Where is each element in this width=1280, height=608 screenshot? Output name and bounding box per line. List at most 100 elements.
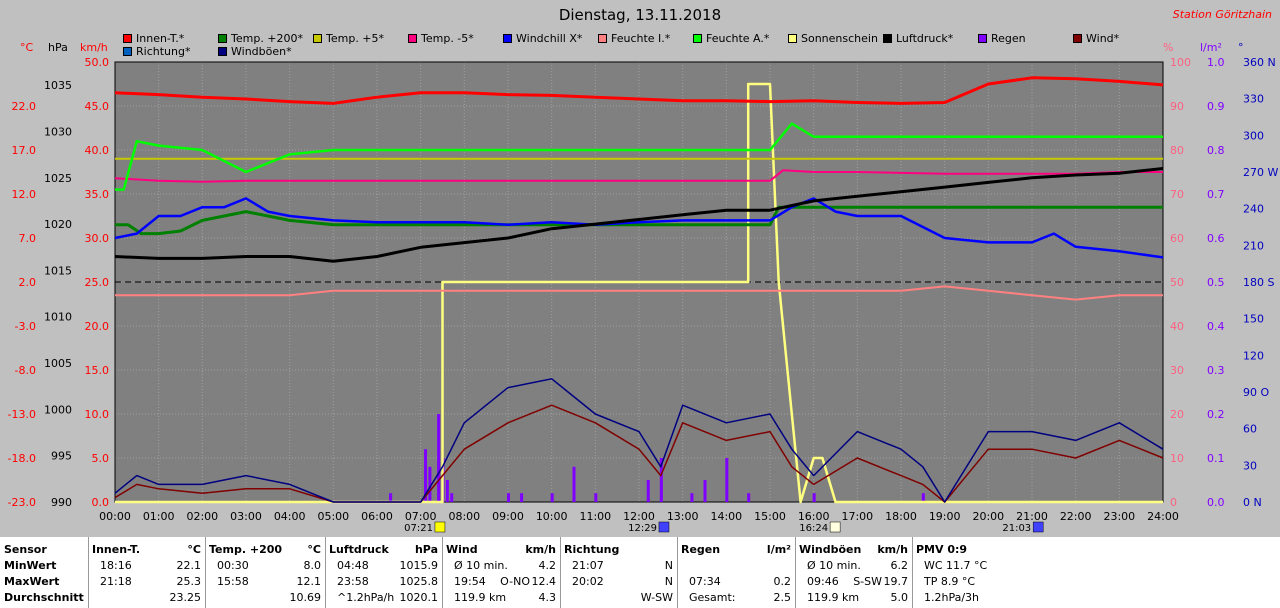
pressure-tick: 1035 — [44, 79, 72, 92]
pressure-tick: 1010 — [44, 311, 72, 324]
stats-time: Gesamt: — [689, 591, 736, 604]
x-tick: 07:00 — [405, 510, 437, 523]
stats-time: 09:46 — [807, 575, 839, 588]
x-tick: 00:00 — [99, 510, 131, 523]
series-line — [115, 285, 1163, 301]
legend-label: Innen-T.* — [136, 32, 185, 45]
rain-bar — [690, 493, 694, 502]
stats-time: 07:34 — [689, 575, 721, 588]
stats-row: 04:48 1015.9 — [329, 558, 438, 574]
speed-unit: km/h — [80, 41, 108, 54]
speed-tick: 40.0 — [85, 144, 110, 157]
temp-tick: -13.0 — [8, 408, 36, 421]
rain-bar — [507, 493, 510, 502]
rain-tick: 0.7 — [1207, 188, 1225, 201]
legend-label: Windböen* — [231, 45, 292, 58]
humidity-tick: 90 — [1170, 100, 1184, 113]
x-tick: 21:00 — [1016, 510, 1048, 523]
temp-tick: 17.0 — [12, 144, 37, 157]
rain-bar — [437, 414, 441, 502]
x-tick: 24:00 — [1147, 510, 1179, 523]
rain-bar — [520, 493, 524, 502]
stats-row: ^1.2hPa/h 1020.1 — [329, 590, 438, 606]
pressure-tick: 1000 — [44, 403, 72, 416]
legend-label: Regen — [991, 32, 1026, 45]
stats-column: Richtung 21:07 N 20:02 N W-SW — [560, 537, 678, 608]
pressure-tick: 1025 — [44, 172, 72, 185]
pressure-tick: 990 — [51, 496, 72, 509]
speed-tick: 50.0 — [85, 56, 110, 69]
stats-title: Regen — [681, 543, 721, 556]
rain-bar — [424, 449, 428, 502]
rain-bar — [659, 458, 663, 502]
chart-area: °C hPa km/h% l/m² ° 22.0 17.0 12.0 7.0 2.0 -3.0 -8.… — [7, 6, 1279, 534]
humidity-tick: 60 — [1170, 232, 1184, 245]
rain-bar — [812, 493, 816, 502]
stats-time: 23:58 — [337, 575, 369, 588]
stats-label: MaxWert — [4, 575, 60, 588]
stats-value: 1020.1 — [399, 591, 439, 604]
temp-tick: -3.0 — [15, 320, 36, 333]
stats-title: Wind — [446, 543, 478, 556]
stats-header: Richtung — [564, 542, 673, 558]
sun-event-label: 21:03 — [1002, 523, 1031, 534]
stats-time: 04:48 — [337, 559, 369, 572]
stats-label: MinWert — [4, 559, 57, 572]
stats-row: 09:46 S-SW 19.7 — [799, 574, 908, 590]
stats-time: 15:58 — [217, 575, 249, 588]
legend-label: Sonnenschein — [801, 32, 878, 45]
speed-tick: 45.0 — [85, 100, 110, 113]
x-tick: 08:00 — [448, 510, 480, 523]
stats-value: 1025.8 — [399, 575, 439, 588]
direction-tick: 240 — [1243, 203, 1264, 216]
stats-time: TP 8.9 °C — [924, 575, 976, 588]
stats-time: 119.9 km — [454, 591, 507, 604]
stats-row: 18:16 22.1 — [92, 558, 201, 574]
stats-value: 12.4 — [531, 575, 557, 588]
stats-value: 22.1 — [176, 559, 202, 572]
direction-tick: 120 — [1243, 349, 1264, 362]
sun-event-icon — [1032, 521, 1044, 533]
stats-column: Wind km/h Ø 10 min. 4.2 19:54 O-NO 12.4 119.9 k… — [442, 537, 561, 608]
humidity-tick: 30 — [1170, 364, 1184, 377]
x-tick: 23:00 — [1103, 510, 1135, 523]
stats-column: Regen l/m² 07:34 0.2 Gesamt: 2.5 — [677, 537, 796, 608]
legend-item: Regen — [978, 32, 1026, 45]
rain-bar — [725, 458, 729, 502]
stats-time: WC 11.7 °C — [924, 559, 988, 572]
stats-time: 19:54 — [454, 575, 486, 588]
stats-header: Sensor — [4, 542, 84, 558]
x-tick: 03:00 — [230, 510, 262, 523]
series-line — [114, 76, 1164, 105]
stats-row: 15:58 12.1 — [209, 574, 321, 590]
humidity-tick: 100 — [1170, 56, 1191, 69]
stats-unit: hPa — [414, 543, 438, 556]
stats-value: 1015.9 — [399, 559, 439, 572]
stats-value: W-SW — [640, 591, 673, 604]
legend-item: Luftdruck* — [883, 32, 953, 45]
humidity-tick: 10 — [1170, 452, 1184, 465]
stats-value: N — [664, 575, 673, 588]
stats-title: Temp. +200 — [209, 543, 283, 556]
stats-row: MaxWert — [4, 574, 84, 590]
stats-value: 4.3 — [538, 591, 557, 604]
legend-label: Luftdruck* — [896, 32, 954, 45]
stats-title: Windböen — [799, 543, 862, 556]
rain-bar — [389, 493, 393, 502]
temp-tick: 22.0 — [12, 100, 37, 113]
speed-tick: 15.0 — [85, 364, 110, 377]
legend-item: Feuchte I.* — [598, 32, 670, 45]
humidity-tick: 0 — [1170, 496, 1177, 509]
stats-row: W-SW — [564, 590, 673, 606]
legend-label: Windchill X* — [516, 32, 583, 45]
stats-value: 25.3 — [176, 575, 202, 588]
x-tick: 02:00 — [186, 510, 218, 523]
x-tick: 16:00 — [798, 510, 830, 523]
stats-unit: km/h — [525, 543, 556, 556]
stats-value: N — [664, 559, 673, 572]
rain-bar — [445, 480, 449, 502]
stats-row: 10.69 — [209, 590, 322, 606]
stats-header: Wind km/h — [446, 542, 556, 558]
temp-tick: 12.0 — [12, 188, 37, 201]
stats-header: Temp. +200 °C — [209, 542, 321, 558]
